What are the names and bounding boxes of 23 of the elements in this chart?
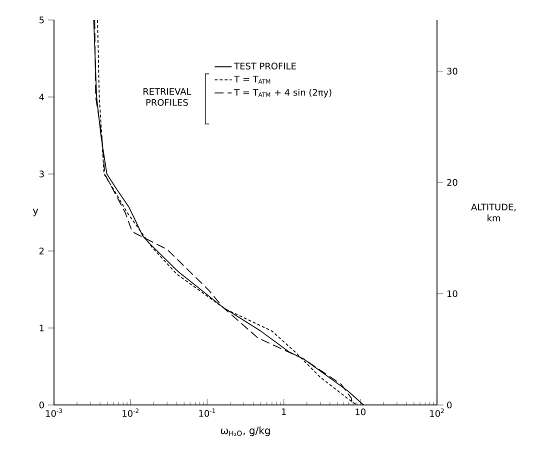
y-tick-label: 0 [39, 402, 44, 408]
y2-tick-label: 20 [447, 179, 458, 186]
legend-label: T = T$_{ATM}$ + 4 sin (2πy) [234, 88, 332, 98]
x-axis-title: ω$_{H₂O}$, g/kg [220, 426, 270, 436]
x-tick-label: 10$^{-3}$ [46, 408, 62, 417]
x-tick-label: 10$^{2}$ [430, 408, 444, 417]
x-tick-label: 10$^{-2}$ [122, 408, 138, 417]
y2-tick-label: 0 [447, 402, 452, 408]
y2-tick-label: 10 [447, 290, 458, 298]
legend-label: TEST PROFILE [234, 62, 296, 70]
y2-axis-title: ALTITUDE, km [471, 204, 516, 222]
y-tick-label: 2 [39, 248, 44, 254]
legend-label: T = T$_{ATM}$ [234, 76, 270, 84]
annotation: RETRIEVAL PROFILES [144, 88, 192, 106]
x-tick-label: 1 [282, 408, 286, 416]
y-tick-label: 1 [40, 324, 44, 332]
x-tick-label: 10 [356, 408, 366, 416]
y2-tick-label: 30 [447, 68, 458, 75]
y-axis-title: y [32, 208, 38, 216]
y-tick-label: 5 [40, 16, 44, 24]
y-tick-label: 3 [40, 170, 44, 178]
x-tick-label: 10$^{-1}$ [199, 408, 216, 417]
y-tick-label: 4 [39, 94, 44, 100]
